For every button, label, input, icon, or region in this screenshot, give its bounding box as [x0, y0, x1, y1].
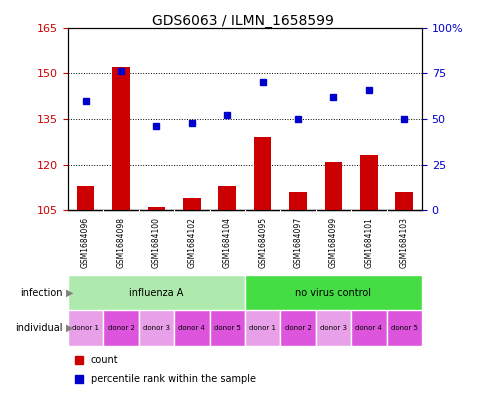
Text: GSM1684104: GSM1684104	[222, 217, 231, 268]
Text: individual: individual	[15, 323, 63, 333]
Bar	[209, 310, 244, 346]
Text: donor 3: donor 3	[319, 325, 346, 331]
Bar	[315, 310, 350, 346]
Bar	[68, 275, 244, 310]
Bar	[253, 137, 271, 210]
Text: GSM1684097: GSM1684097	[293, 217, 302, 268]
Text: donor 4: donor 4	[178, 325, 205, 331]
Text: GSM1684098: GSM1684098	[116, 217, 125, 268]
Bar	[103, 310, 138, 346]
Text: donor 1: donor 1	[72, 325, 99, 331]
Text: donor 3: donor 3	[143, 325, 169, 331]
Text: count: count	[91, 354, 118, 365]
Text: ▶: ▶	[65, 288, 73, 298]
Bar	[394, 192, 412, 210]
Text: donor 1: donor 1	[249, 325, 275, 331]
Text: GDS6063 / ILMN_1658599: GDS6063 / ILMN_1658599	[151, 14, 333, 28]
Text: GSM1684100: GSM1684100	[151, 217, 161, 268]
Bar	[112, 67, 130, 210]
Text: GSM1684103: GSM1684103	[399, 217, 408, 268]
Bar	[280, 310, 315, 346]
Text: GSM1684096: GSM1684096	[81, 217, 90, 268]
Text: influenza A: influenza A	[129, 288, 183, 298]
Bar	[182, 198, 200, 210]
Text: donor 2: donor 2	[284, 325, 311, 331]
Bar	[244, 310, 280, 346]
Text: percentile rank within the sample: percentile rank within the sample	[91, 374, 256, 384]
Text: no virus control: no virus control	[295, 288, 371, 298]
Bar	[138, 310, 174, 346]
Text: ▶: ▶	[65, 323, 73, 333]
Bar	[147, 207, 165, 210]
Bar	[68, 310, 103, 346]
Bar	[324, 162, 342, 210]
Text: infection: infection	[20, 288, 63, 298]
Bar	[386, 310, 421, 346]
Text: GSM1684099: GSM1684099	[328, 217, 337, 268]
Bar	[288, 192, 306, 210]
Text: GSM1684095: GSM1684095	[257, 217, 267, 268]
Bar	[350, 310, 386, 346]
Bar	[174, 310, 209, 346]
Text: donor 5: donor 5	[390, 325, 417, 331]
Text: donor 2: donor 2	[107, 325, 134, 331]
Text: donor 5: donor 5	[213, 325, 240, 331]
Text: GSM1684101: GSM1684101	[363, 217, 373, 268]
Bar	[76, 186, 94, 210]
Text: GSM1684102: GSM1684102	[187, 217, 196, 268]
Bar	[359, 155, 377, 210]
Bar	[218, 186, 236, 210]
Bar	[244, 275, 421, 310]
Text: donor 4: donor 4	[355, 325, 381, 331]
